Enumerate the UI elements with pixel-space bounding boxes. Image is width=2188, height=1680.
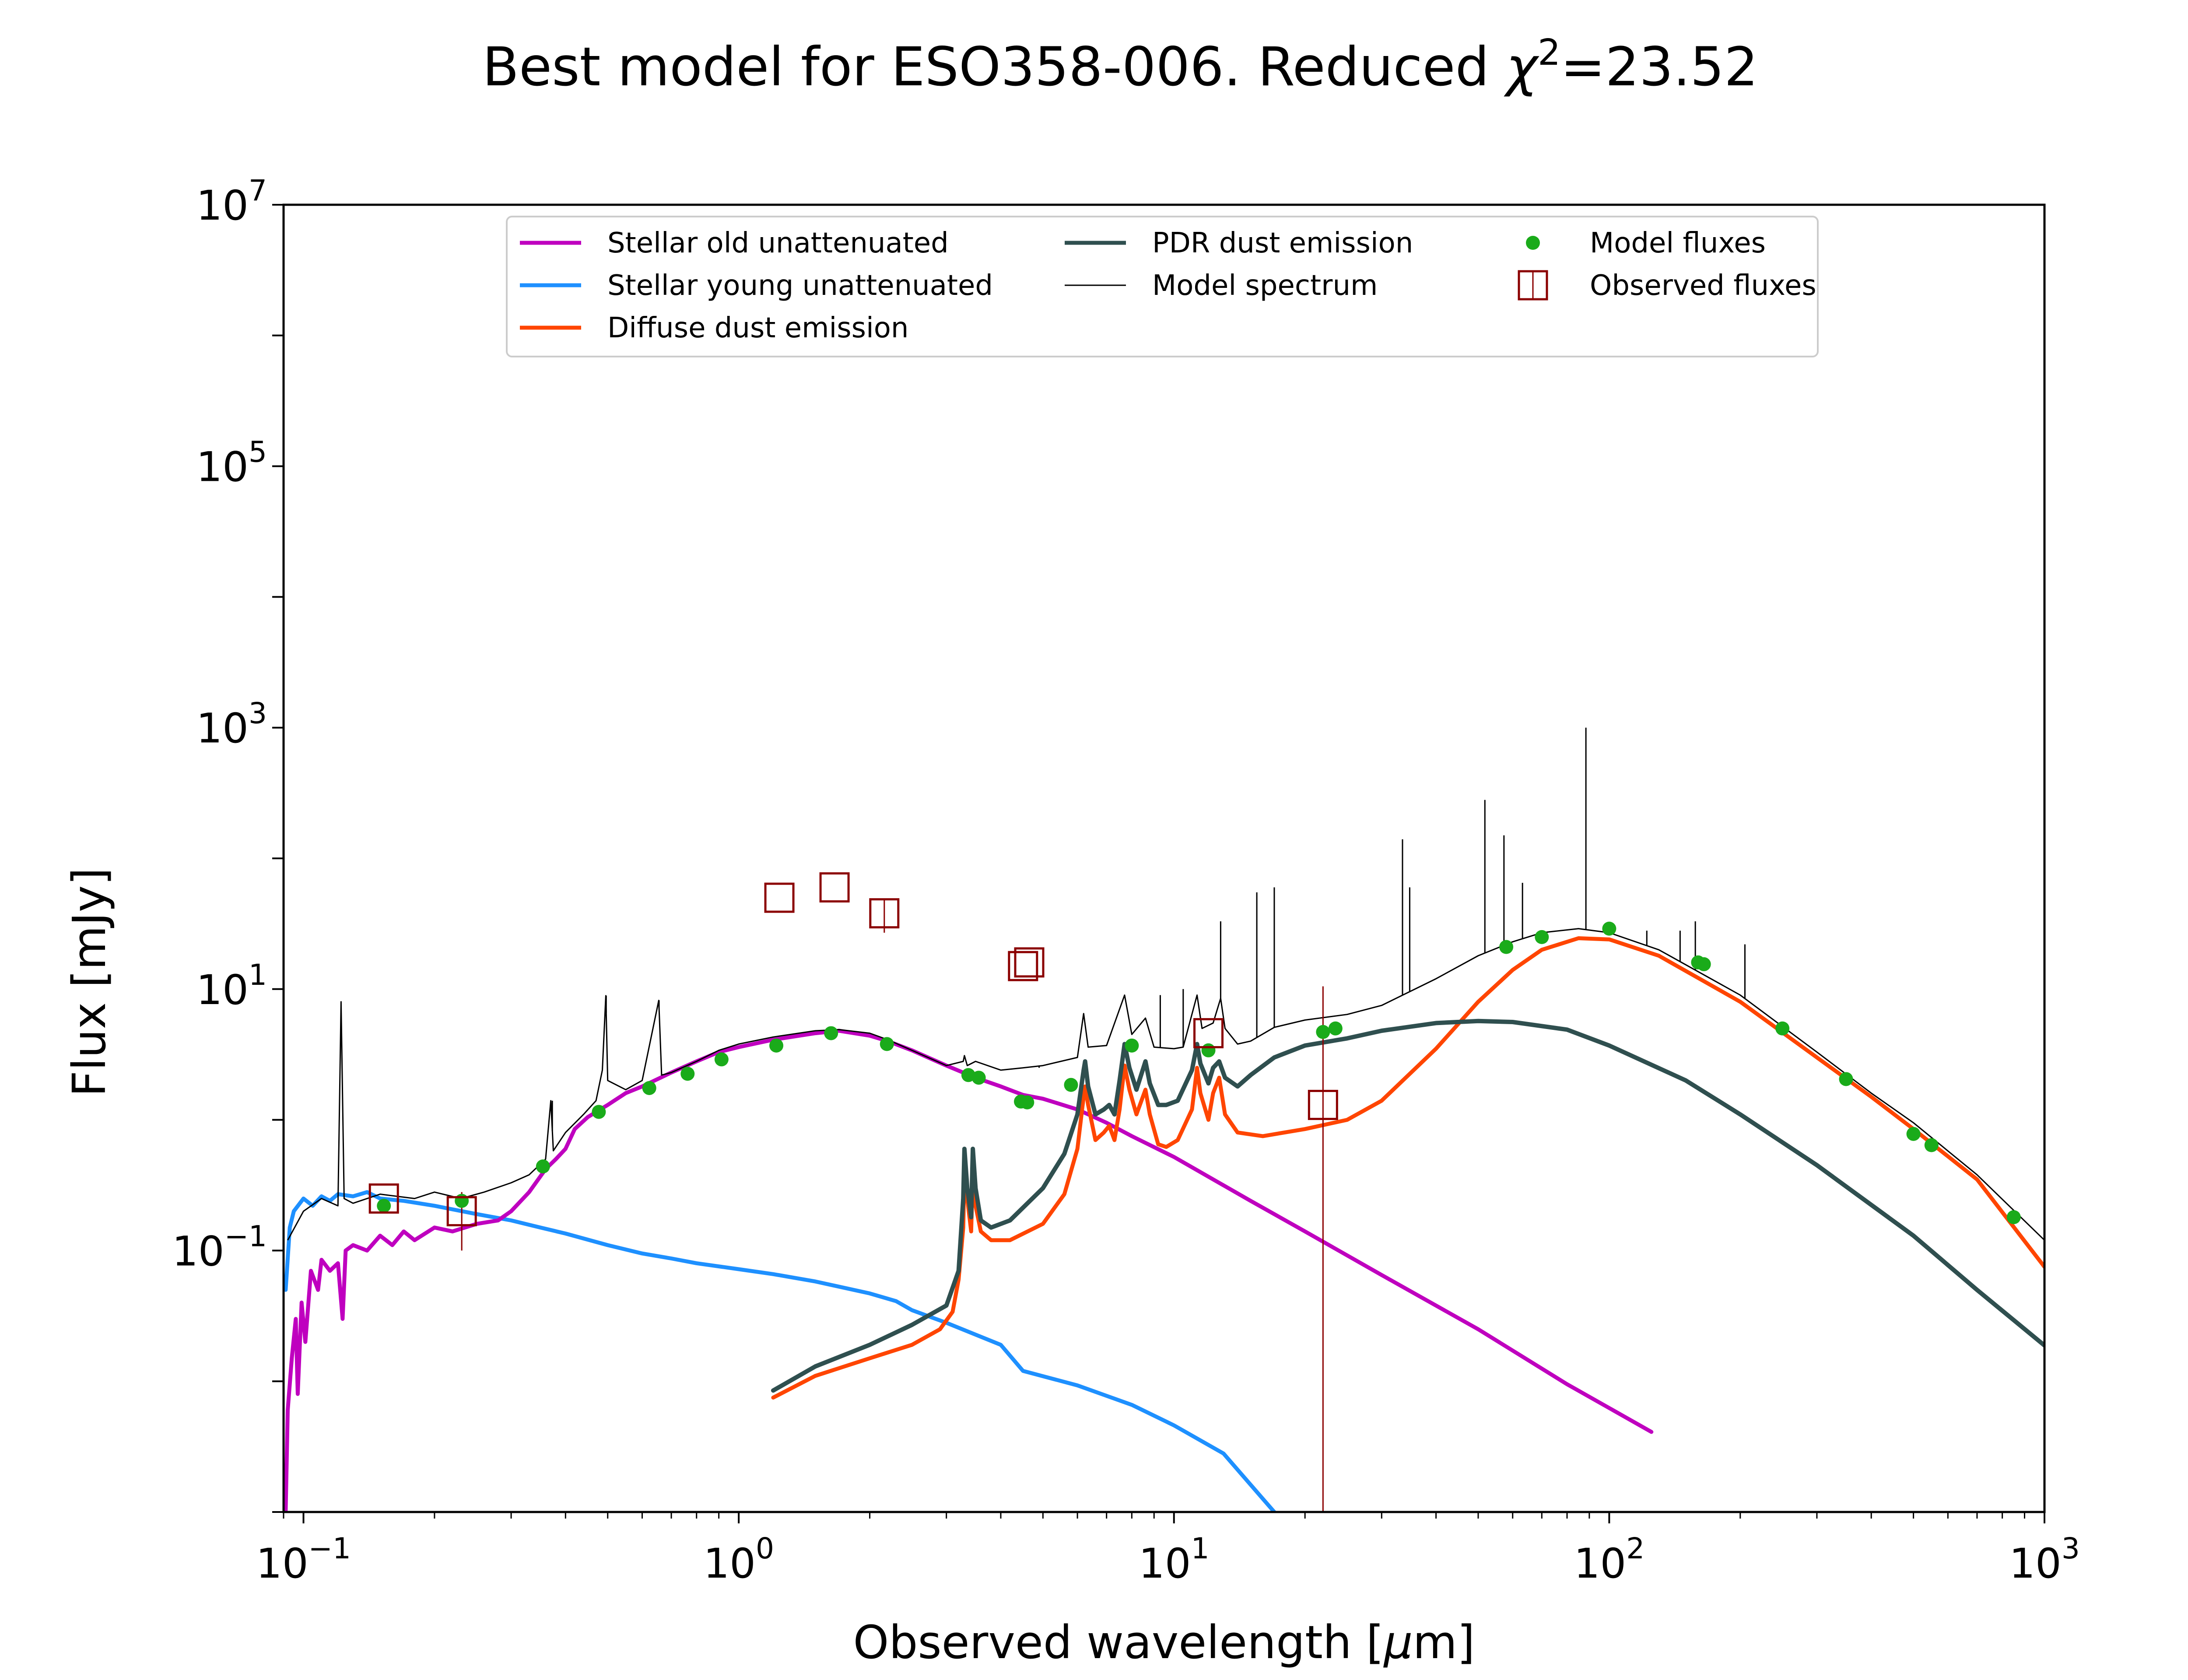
plot-area: [284, 728, 2044, 1512]
observed-flux-point: [1008, 951, 1038, 981]
legend-label-stellar-old-unattenuated: Stellar old unattenuated: [607, 227, 949, 259]
legend-label-diffuse-dust-emission: Diffuse dust emission: [607, 312, 908, 344]
y-tick-label: 103: [196, 696, 267, 752]
series-model-spectrum: [287, 928, 2044, 1241]
legend-label-pdr-dust-emission: PDR dust emission: [1152, 227, 1413, 259]
x-tick-label: 100: [703, 1532, 774, 1588]
x-axis-label: Observed wavelength [μm]: [853, 1616, 1475, 1669]
series-diffuse-dust-emission: [771, 936, 2044, 1400]
model-flux-point: [680, 1067, 695, 1081]
model-flux-point: [1125, 1038, 1139, 1053]
x-tick-label: 10−1: [256, 1532, 351, 1588]
observed-flux-point: [368, 1183, 399, 1214]
y-tick-label: 10−1: [172, 1219, 267, 1275]
y-tick-label: 107: [196, 174, 267, 230]
chart-title: Best model for ESO358-006. Reduced χ2=23…: [482, 32, 1758, 98]
model-flux-point: [377, 1199, 391, 1213]
legend-label-model-fluxes: Model fluxes: [1590, 227, 1766, 259]
legend-label-stellar-young-unattenuated: Stellar young unattenuated: [607, 270, 993, 302]
y-tick-label: 105: [196, 435, 267, 491]
legend-label-model-spectrum: Model spectrum: [1152, 270, 1378, 302]
model-flux-point: [1602, 921, 1616, 936]
model-flux-point: [1924, 1138, 1939, 1152]
legend-frame: [506, 216, 1819, 357]
legend-swatch-model-fluxes: [1526, 236, 1540, 250]
x-tick-label: 102: [1574, 1532, 1645, 1588]
x-tick-label: 101: [1139, 1532, 1210, 1588]
x-tick-label: 103: [2009, 1532, 2080, 1588]
model-flux-point: [1839, 1072, 1853, 1086]
observed-flux-point: [819, 872, 850, 903]
model-flux-point: [536, 1159, 550, 1174]
model-flux-point: [592, 1105, 606, 1119]
model-flux-point: [1316, 1025, 1330, 1039]
model-flux-point: [2006, 1210, 2021, 1225]
model-flux-point: [1906, 1127, 1921, 1141]
model-flux-point: [714, 1052, 729, 1067]
observed-flux-point: [1193, 1018, 1224, 1049]
model-flux-point: [1499, 940, 1514, 954]
model-flux-point: [1328, 1021, 1343, 1036]
model-flux-point: [455, 1194, 469, 1208]
model-flux-point: [1775, 1021, 1790, 1036]
ticks: 10−1 100 101 102 103 10−1 101 103 105 107: [172, 174, 2080, 1588]
series-pdr-dust-emission: [771, 1018, 2044, 1393]
model-flux-point: [769, 1038, 784, 1053]
model-flux-point: [1535, 930, 1549, 944]
model-flux-point: [824, 1026, 838, 1040]
legend-label-observed-fluxes: Observed fluxes: [1590, 270, 1816, 302]
model-flux-point: [1697, 957, 1711, 971]
plot-frame: [282, 203, 2046, 1513]
series-stellar-old-unattenuated: [284, 1029, 1654, 1512]
observed-flux-point: [764, 882, 795, 913]
legend: Stellar old unattenuated Stellar young un…: [506, 216, 1819, 357]
model-flux-point: [1020, 1095, 1034, 1110]
observed-flux-point: [1014, 947, 1045, 978]
y-axis-label: Flux [mJy]: [63, 868, 116, 1097]
model-flux-point: [1064, 1078, 1078, 1092]
series-stellar-young-unattenuated: [284, 1190, 1276, 1512]
model-flux-point: [971, 1071, 986, 1085]
model-flux-point: [880, 1037, 894, 1051]
observed-flux-point: [1308, 1090, 1338, 1120]
observed-flux-point: [446, 1196, 477, 1226]
y-tick-label: 101: [196, 958, 267, 1014]
model-flux-point: [642, 1081, 656, 1095]
model-flux-point: [1201, 1043, 1216, 1057]
observed-flux-point: [869, 898, 900, 929]
